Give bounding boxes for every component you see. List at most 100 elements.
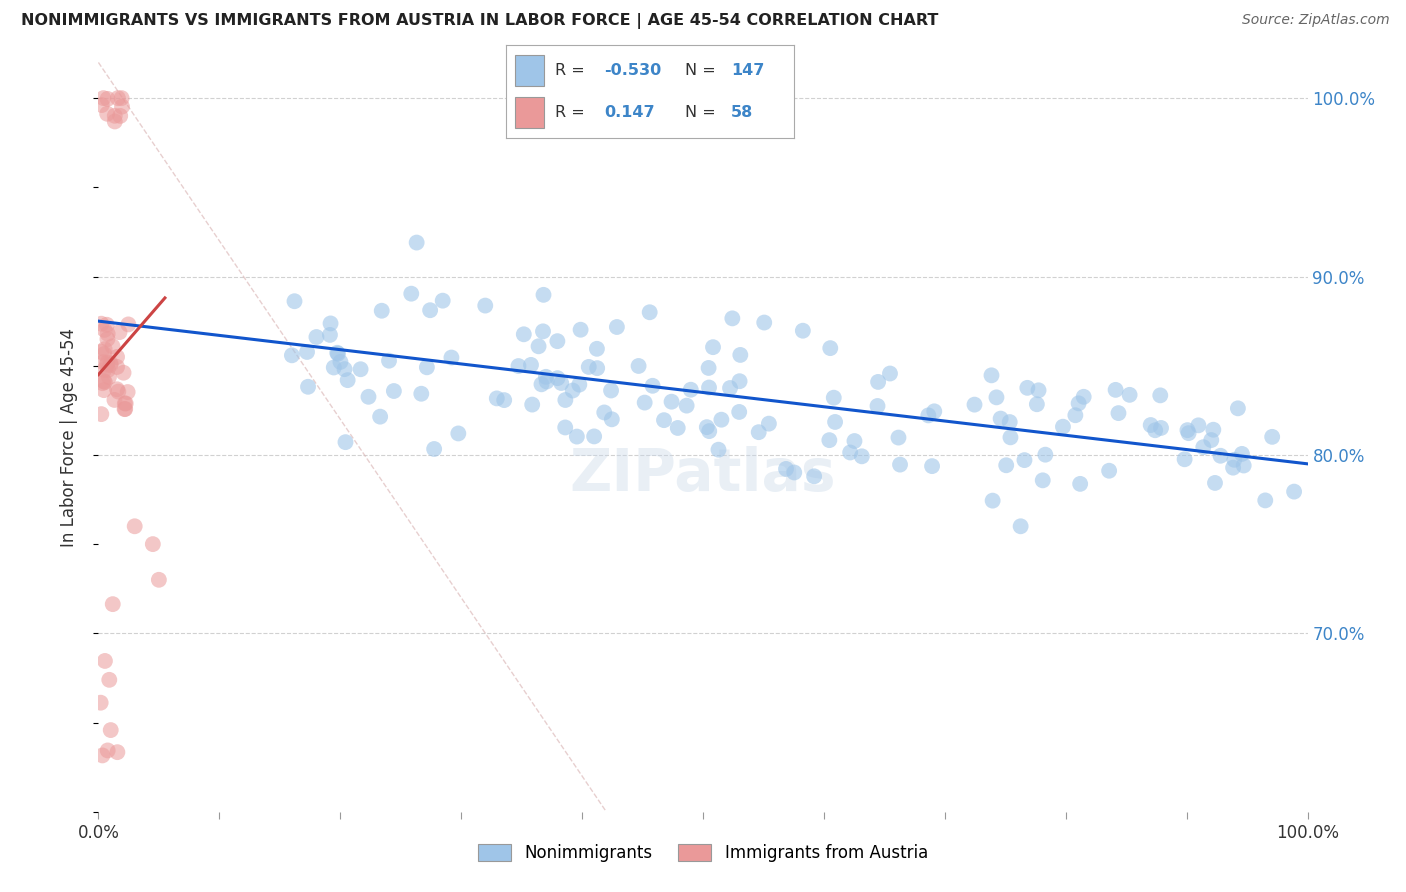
- Point: [561, 384, 583, 398]
- Point: [1150, 421, 1173, 435]
- Point: [697, 424, 720, 438]
- Text: NONIMMIGRANTS VS IMMIGRANTS FROM AUSTRIA IN LABOR FORCE | AGE 45-54 CORRELATION : NONIMMIGRANTS VS IMMIGRANTS FROM AUSTRIA…: [21, 13, 938, 29]
- Point: [93, 383, 115, 397]
- Point: [112, 366, 135, 380]
- Point: [90, 407, 112, 421]
- Point: [1187, 418, 1209, 433]
- Point: [887, 431, 910, 445]
- Point: [329, 355, 352, 369]
- Point: [568, 377, 591, 392]
- Point: [1201, 433, 1223, 447]
- Point: [868, 375, 890, 389]
- Point: [378, 353, 401, 368]
- Point: [534, 369, 557, 384]
- Point: [748, 425, 770, 440]
- Text: R =: R =: [555, 105, 585, 120]
- Point: [93, 342, 115, 356]
- Point: [1282, 484, 1305, 499]
- Point: [520, 358, 543, 372]
- Point: [91, 376, 114, 391]
- Point: [1067, 396, 1090, 410]
- Point: [148, 573, 170, 587]
- Point: [586, 361, 609, 376]
- Point: [117, 384, 139, 399]
- Point: [105, 359, 128, 374]
- Point: [1222, 460, 1244, 475]
- Point: [1073, 390, 1095, 404]
- Legend: Nonimmigrants, Immigrants from Austria: Nonimmigrants, Immigrants from Austria: [470, 836, 936, 871]
- Point: [295, 345, 318, 359]
- Point: [1028, 384, 1050, 398]
- Bar: [515, 97, 544, 128]
- Point: [652, 413, 675, 427]
- Point: [730, 348, 752, 362]
- Point: [758, 417, 780, 431]
- Point: [117, 318, 139, 332]
- Point: [336, 373, 359, 387]
- Point: [981, 493, 1004, 508]
- Point: [97, 370, 120, 384]
- Point: [423, 442, 446, 456]
- Point: [1177, 426, 1199, 441]
- Point: [675, 399, 697, 413]
- Point: [1192, 440, 1215, 454]
- Point: [696, 420, 718, 434]
- Point: [728, 374, 751, 388]
- Point: [91, 748, 114, 763]
- Point: [824, 415, 846, 429]
- Point: [97, 326, 120, 341]
- Point: [728, 405, 751, 419]
- Point: [281, 348, 304, 362]
- Point: [111, 91, 134, 105]
- Point: [1177, 423, 1199, 437]
- Point: [823, 391, 845, 405]
- Point: [326, 345, 349, 359]
- Point: [100, 358, 122, 372]
- Bar: [515, 55, 544, 86]
- Point: [93, 374, 115, 388]
- Point: [98, 673, 121, 687]
- Point: [283, 294, 305, 309]
- Point: [107, 91, 129, 105]
- Point: [1107, 406, 1129, 420]
- Point: [114, 401, 136, 416]
- Point: [371, 303, 394, 318]
- Point: [93, 363, 115, 377]
- Point: [1014, 453, 1036, 467]
- Point: [335, 435, 357, 450]
- Point: [851, 450, 873, 464]
- Point: [114, 396, 136, 410]
- Point: [1025, 397, 1047, 411]
- Point: [97, 363, 120, 377]
- Point: [1233, 458, 1256, 473]
- Point: [641, 378, 664, 392]
- Point: [405, 235, 427, 250]
- Point: [419, 303, 441, 318]
- Point: [1254, 493, 1277, 508]
- Point: [536, 375, 558, 389]
- Point: [474, 299, 496, 313]
- Point: [1052, 419, 1074, 434]
- Point: [494, 393, 516, 408]
- Point: [96, 358, 118, 372]
- Point: [333, 362, 356, 376]
- Point: [100, 723, 122, 737]
- Point: [1223, 452, 1246, 467]
- Point: [305, 330, 328, 344]
- Point: [1144, 423, 1167, 437]
- Point: [980, 368, 1002, 383]
- Point: [707, 442, 730, 457]
- Point: [921, 459, 943, 474]
- Point: [710, 413, 733, 427]
- Point: [917, 409, 939, 423]
- Point: [97, 743, 120, 757]
- Point: [634, 395, 657, 409]
- Point: [718, 381, 741, 395]
- Point: [114, 396, 136, 410]
- Point: [96, 332, 118, 346]
- Point: [922, 404, 945, 418]
- Point: [990, 411, 1012, 425]
- Point: [1000, 430, 1022, 444]
- Point: [1202, 423, 1225, 437]
- Text: N =: N =: [685, 62, 716, 78]
